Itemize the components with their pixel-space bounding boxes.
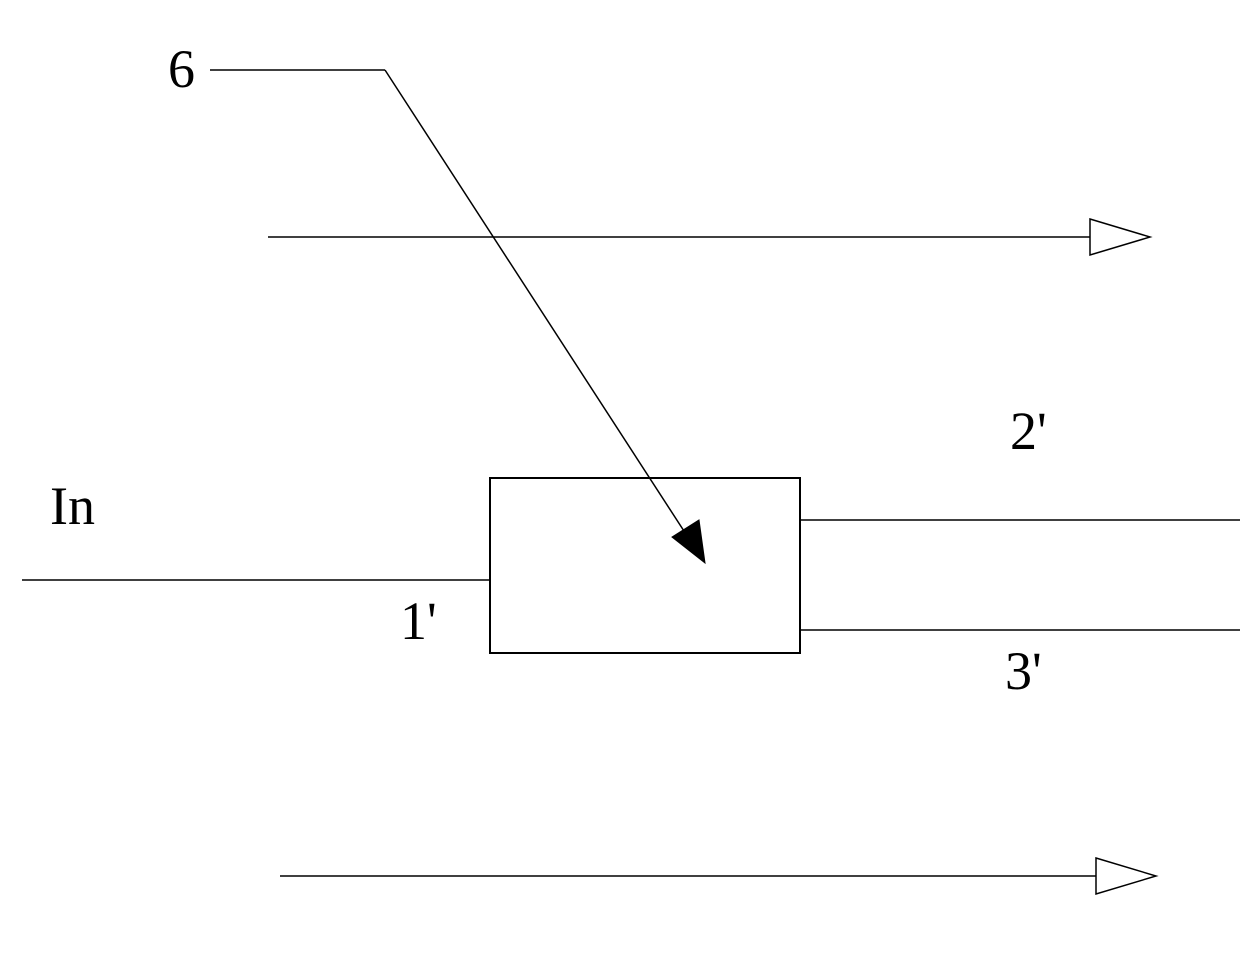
port3-label: 3' (1005, 640, 1042, 702)
port2-label: 2' (1010, 400, 1047, 462)
port1-label: 1' (400, 590, 437, 652)
callout-diagonal-line (385, 70, 695, 548)
bottom-arrowhead (1096, 858, 1156, 894)
component-box (490, 478, 800, 653)
diagram-container: 6 In 1' 2' 3' (0, 0, 1240, 965)
callout-number-label: 6 (168, 38, 195, 100)
input-label: In (50, 475, 95, 537)
top-arrowhead (1090, 219, 1150, 255)
diagram-svg (0, 0, 1240, 965)
